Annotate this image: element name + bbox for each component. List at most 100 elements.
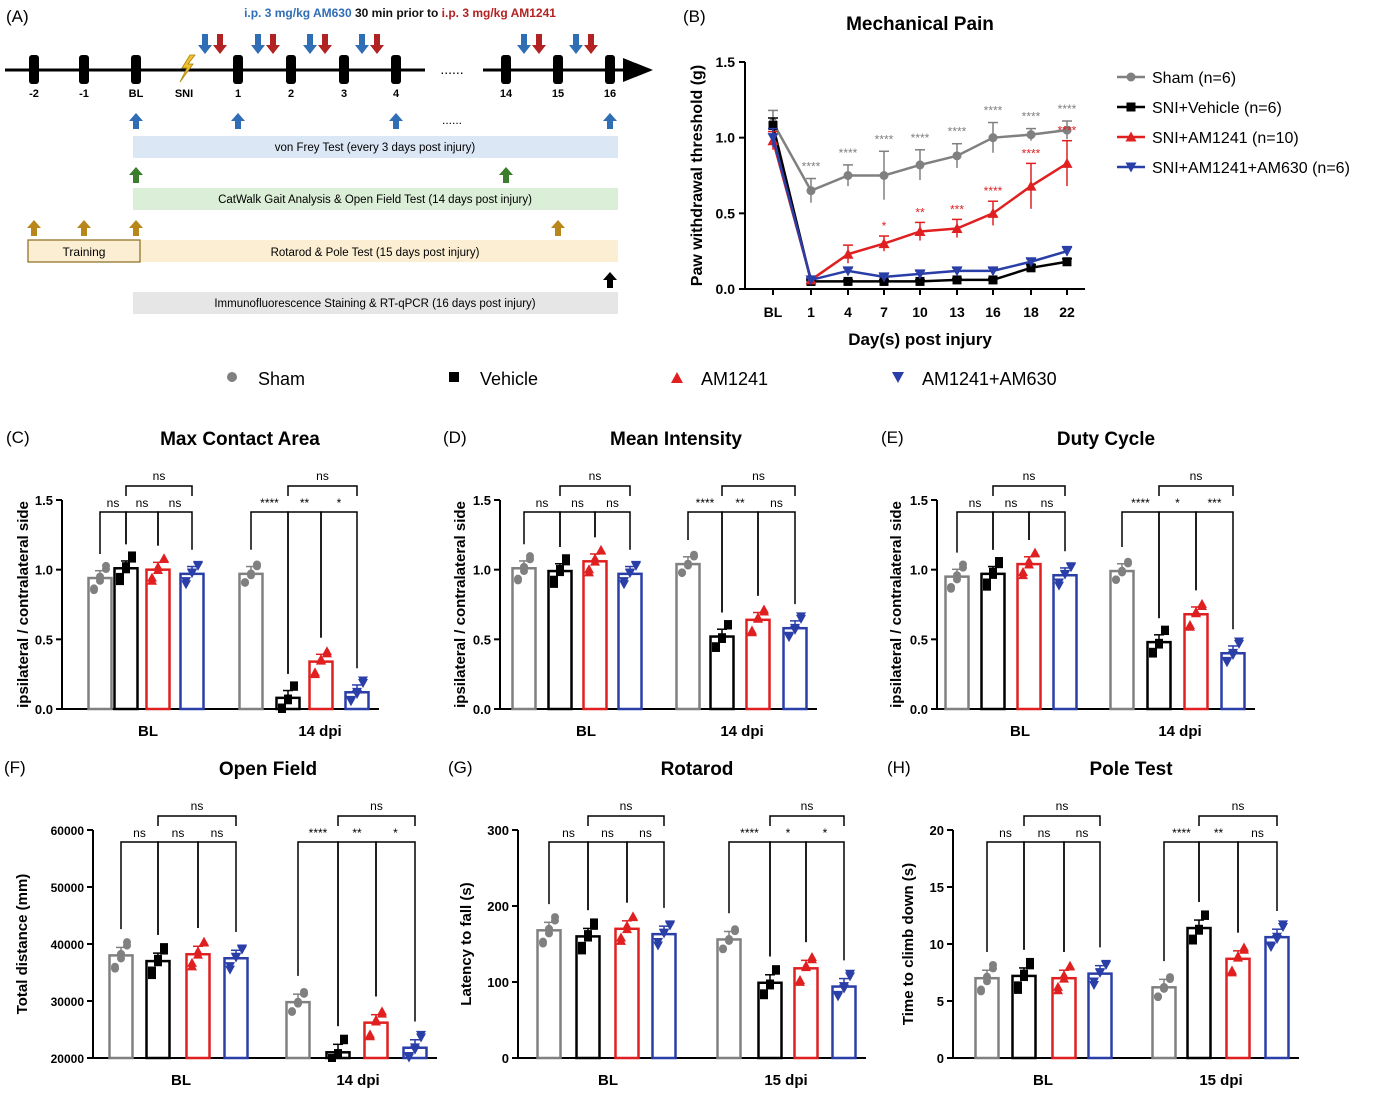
- data-point: [584, 933, 592, 942]
- significance-bracket: [1023, 815, 1101, 826]
- y-tick-label: 1.0: [716, 130, 736, 146]
- timeline-tick-label: 15: [552, 88, 564, 100]
- x-tick-label: 14 dpi: [298, 723, 341, 740]
- data-point: [328, 1054, 336, 1062]
- significance-label: ****: [948, 125, 967, 139]
- legend-sham-marker: [227, 372, 237, 382]
- timeline-tick-label: 3: [341, 88, 347, 100]
- bar: [179, 572, 205, 711]
- rotarod-arrow: [551, 220, 565, 236]
- data-point: [988, 133, 998, 143]
- line-chart-b: (B) Mechanical Pain 0.0 0.5 1.0 1.5 BL 1 4 7 10 13 1…: [683, 7, 1350, 349]
- y-axis-title: ipsilateral / contralateral side: [15, 501, 32, 708]
- data-point: [878, 238, 890, 249]
- timeline-tick-label: BL: [129, 88, 144, 100]
- data-point: [1060, 570, 1070, 580]
- panel-label-a: (A): [6, 7, 29, 26]
- bar: [575, 935, 601, 1060]
- y-tick-label: 20: [930, 823, 944, 838]
- data-point: [253, 560, 261, 569]
- bar: [582, 560, 608, 711]
- data-point: [556, 568, 564, 577]
- significance-label: ns: [211, 826, 224, 840]
- significance-label: ns: [1251, 826, 1264, 840]
- data-point: [806, 186, 816, 196]
- chart-title: Max Contact Area: [160, 429, 320, 450]
- data-point: [879, 171, 889, 180]
- significance-label: ns: [172, 826, 185, 840]
- data-point: [284, 694, 292, 703]
- data-point: [625, 569, 635, 579]
- x-tick-label: 15 dpi: [764, 1072, 807, 1089]
- data-point: [653, 938, 663, 948]
- data-point: [1065, 961, 1075, 971]
- legend-vehicle-marker: [449, 372, 459, 382]
- data-point: [116, 577, 124, 586]
- data-point: [1062, 257, 1072, 267]
- y-tick-label: 0.0: [473, 702, 491, 717]
- timeline-tick-label: 16: [604, 88, 616, 100]
- data-point: [616, 935, 626, 945]
- data-point: [684, 559, 692, 568]
- data-point: [1278, 920, 1288, 930]
- significance-bracket: [250, 511, 289, 674]
- data-point: [947, 583, 955, 592]
- timeline-tick-mark: [131, 55, 141, 84]
- data-point: [952, 151, 962, 161]
- bar: [308, 660, 334, 711]
- x-tick-label: 7: [880, 304, 888, 320]
- data-point: [148, 971, 156, 980]
- bar: [675, 562, 701, 711]
- data-point: [839, 984, 849, 994]
- data-point: [365, 1029, 375, 1039]
- y-tick-label: 0.5: [35, 632, 53, 647]
- x-tick-label: 15 dpi: [1199, 1072, 1242, 1089]
- data-point: [915, 160, 925, 170]
- significance-label: ns: [606, 496, 619, 510]
- data-point: [1095, 968, 1105, 978]
- data-point: [539, 937, 547, 946]
- significance-bracket: [523, 511, 561, 548]
- bar-chart-h: (H) Pole Test 0 5 10 15 20 Time to climb down (…: [887, 758, 1299, 1089]
- y-tick-label: 15: [930, 880, 944, 895]
- timeline-tick-mark: [79, 55, 89, 84]
- data-point: [805, 275, 817, 286]
- bar: [944, 575, 970, 711]
- data-point: [1025, 180, 1037, 191]
- significance-label: ****: [1058, 124, 1077, 138]
- y-axis-title: ipsilateral / contralateral side: [888, 501, 905, 708]
- immuno-bar: [133, 292, 618, 314]
- data-point: [989, 964, 997, 973]
- significance-label: ns: [1023, 469, 1036, 483]
- significance-label: ****: [1058, 102, 1077, 116]
- significance-label: ns: [571, 496, 584, 510]
- significance-label: ns: [752, 469, 765, 483]
- timeline-tick-label: SNI: [175, 88, 193, 100]
- data-point: [288, 1007, 296, 1016]
- data-point: [1089, 977, 1099, 987]
- significance-label: ****: [260, 496, 279, 510]
- data-point: [987, 266, 999, 277]
- data-point: [1124, 557, 1132, 566]
- rotarod-arrow: [27, 220, 41, 236]
- chart-title: Open Field: [219, 759, 317, 780]
- data-point: [1062, 125, 1072, 135]
- timeline-ellipsis: ......: [440, 61, 463, 77]
- x-tick-label: 22: [1059, 304, 1075, 320]
- significance-label: **: [735, 496, 745, 510]
- legend-am630-marker: [892, 372, 904, 383]
- data-point: [1189, 934, 1197, 943]
- data-point: [578, 946, 586, 955]
- data-point: [1118, 566, 1126, 575]
- significance-label: ns: [1232, 799, 1245, 813]
- data-point: [983, 582, 991, 591]
- x-tick-label: 14 dpi: [1158, 723, 1201, 740]
- x-tick-label: 16: [985, 304, 1001, 320]
- data-point: [237, 945, 247, 955]
- data-point: [977, 985, 985, 994]
- data-point: [878, 272, 890, 283]
- data-point: [590, 918, 598, 927]
- am630-dose-arrow: [517, 34, 531, 54]
- am1241-dose-arrow: [318, 34, 332, 54]
